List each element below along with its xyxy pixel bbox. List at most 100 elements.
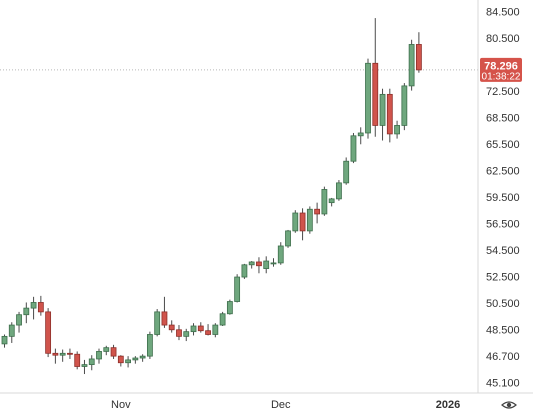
time-tick-label: Dec	[271, 399, 291, 411]
candle-body	[8, 324, 15, 337]
candle	[263, 256, 270, 274]
candle-body	[357, 132, 364, 137]
candle-body	[321, 189, 328, 215]
candle-body	[379, 93, 386, 126]
candle	[401, 83, 408, 131]
candle	[336, 180, 342, 201]
candle-body	[45, 311, 52, 354]
candles-layer	[1, 18, 422, 375]
candle	[234, 274, 241, 303]
candle	[74, 351, 81, 370]
candle-body	[234, 276, 241, 302]
candle-body	[52, 352, 59, 356]
candle	[394, 120, 400, 139]
candle-body	[299, 212, 306, 232]
candle	[8, 322, 15, 343]
candle	[408, 39, 415, 91]
candle	[386, 88, 393, 143]
price-tick-label: 59.500	[486, 192, 520, 204]
candle	[205, 324, 211, 336]
price-tick-label: 62.500	[486, 166, 520, 178]
current-price-badge: 78.296 01:38:22	[480, 57, 522, 82]
candle-body	[343, 160, 350, 184]
candle	[372, 18, 379, 137]
candle	[270, 258, 277, 267]
candle	[23, 302, 30, 324]
candle-body	[263, 260, 270, 269]
price-tick-label: 80.500	[486, 33, 520, 45]
current-price-value: 78.296	[484, 60, 518, 72]
price-tick-label: 52.500	[486, 272, 520, 284]
candle	[226, 299, 233, 315]
candle-body	[139, 355, 146, 359]
candle-body	[117, 355, 124, 364]
candle	[52, 348, 59, 364]
candle	[81, 359, 88, 375]
candle	[219, 311, 226, 327]
eye-icon[interactable]	[501, 401, 517, 409]
candle-body	[110, 347, 117, 357]
price-tick-label: 56.500	[486, 219, 520, 231]
candle-body	[16, 314, 22, 326]
candle-body	[67, 352, 73, 355]
candle	[88, 355, 95, 371]
candle	[125, 356, 131, 368]
candle-body	[285, 230, 291, 247]
candle	[59, 349, 66, 362]
candle	[415, 32, 422, 73]
candle-body	[415, 44, 422, 71]
price-tick-label: 72.500	[486, 86, 520, 98]
candle-body	[190, 325, 197, 333]
candle-body	[132, 357, 139, 361]
candle	[357, 127, 364, 145]
candle-body	[59, 352, 66, 356]
candle-body	[212, 324, 219, 335]
candle-body	[292, 212, 299, 232]
candle-body	[146, 334, 153, 357]
candle	[110, 344, 117, 359]
candle	[161, 296, 168, 328]
candle	[117, 355, 124, 367]
price-tick-label: 54.500	[486, 245, 520, 257]
candle-body	[241, 264, 248, 278]
candle	[139, 354, 146, 362]
candle-body	[154, 311, 161, 335]
candle-body	[226, 301, 233, 315]
candle	[1, 334, 8, 348]
candle-body	[197, 325, 204, 332]
candle	[292, 210, 299, 233]
candle-body	[365, 62, 371, 134]
candle	[67, 348, 73, 359]
candle-body	[30, 302, 37, 309]
candle	[306, 206, 313, 234]
price-axis: 84.50080.50076.50072.50068.50065.50062.5…	[486, 7, 520, 390]
candle-body	[306, 208, 313, 232]
candle	[168, 320, 175, 333]
price-tick-label: 65.500	[486, 139, 520, 151]
candle	[132, 356, 139, 364]
time-tick-label: 2026	[436, 399, 460, 411]
time-tick-label: Nov	[111, 399, 131, 411]
candle	[314, 202, 321, 224]
candle-body	[176, 329, 182, 337]
candle	[45, 308, 52, 358]
candle-body	[125, 359, 131, 364]
candle-body	[74, 353, 81, 367]
price-tick-label: 84.500	[486, 7, 520, 19]
candle	[183, 328, 190, 342]
candle-body	[270, 262, 277, 265]
time-axis: Nov Dec 2026	[111, 399, 460, 411]
candle	[103, 345, 110, 356]
candle-body	[96, 351, 102, 360]
candle-body	[408, 44, 415, 87]
price-tick-label: 48.500	[486, 325, 520, 337]
price-tick-label: 50.500	[486, 298, 520, 310]
candle	[16, 311, 22, 333]
candle-body	[161, 311, 168, 326]
candle-body	[277, 245, 284, 264]
candle	[30, 296, 37, 320]
price-tick-label: 68.500	[486, 113, 520, 125]
candle-body	[103, 347, 110, 352]
